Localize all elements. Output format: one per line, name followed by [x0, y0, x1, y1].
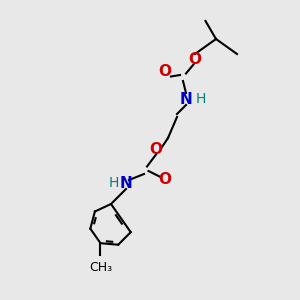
Text: H: H [109, 176, 119, 190]
Text: O: O [158, 64, 172, 80]
Text: N: N [180, 92, 192, 106]
Text: N: N [120, 176, 132, 190]
Text: H: H [196, 92, 206, 106]
Text: O: O [158, 172, 172, 188]
Text: CH₃: CH₃ [89, 261, 112, 274]
Text: O: O [149, 142, 163, 158]
Text: O: O [188, 52, 202, 68]
